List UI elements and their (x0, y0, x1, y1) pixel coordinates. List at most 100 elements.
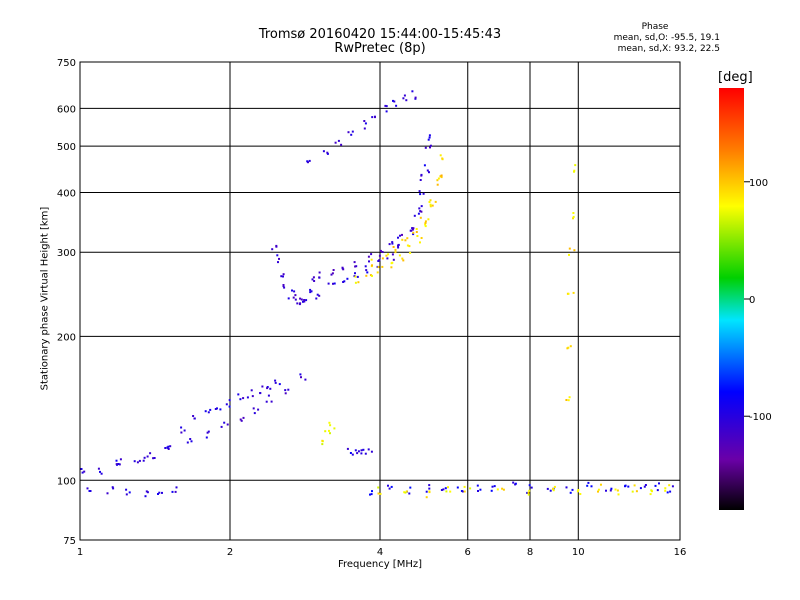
echo-point-o (403, 94, 406, 97)
echo-point-x (357, 281, 360, 284)
echo-point-o (367, 255, 370, 258)
echo-point-o (133, 460, 136, 463)
echo-point-x (424, 225, 427, 228)
echo-point-o (225, 403, 228, 406)
echo-point-o (89, 490, 92, 492)
echo-point-x (415, 228, 418, 230)
echo-point-o (414, 97, 417, 100)
echo-point-o (259, 392, 262, 394)
echo-point-o (355, 265, 358, 268)
echo-point-o (296, 302, 299, 305)
colorbar-ticks: 100 0 -100 (744, 178, 772, 423)
echo-point-x (635, 490, 638, 493)
echo-point-o (549, 489, 552, 492)
echo-point-o (413, 214, 416, 217)
echo-point-x (398, 254, 401, 257)
echo-point-o (118, 463, 121, 466)
echo-point-o (411, 90, 414, 93)
echo-point-o (303, 299, 306, 301)
echo-point-o (350, 133, 353, 136)
x-tick-label: 1 (77, 547, 83, 558)
echo-point-o (428, 136, 431, 139)
echo-point-o (312, 276, 315, 279)
echo-point-o (274, 379, 277, 382)
echo-point-o (419, 193, 422, 196)
echo-point-o (300, 376, 302, 379)
echo-point-o (366, 271, 369, 274)
echo-point-o (239, 398, 242, 401)
echo-point-o (412, 233, 415, 236)
echo-point-o (354, 265, 357, 268)
echo-point-x (440, 174, 443, 177)
echo-point-x (329, 432, 331, 435)
echo-point-o (644, 484, 647, 486)
echo-point-o (326, 151, 329, 154)
colorbar (719, 88, 744, 510)
echo-point-o (330, 273, 333, 276)
echo-point-x (371, 264, 373, 267)
echo-point-o (351, 130, 354, 133)
echo-point-x (577, 489, 580, 491)
echo-point-x (565, 399, 568, 401)
echo-point-o (142, 459, 145, 462)
echo-point-x (381, 257, 384, 260)
echo-point-o (333, 282, 336, 285)
echo-point-o (412, 227, 415, 230)
echo-point-o (666, 491, 669, 494)
echo-point-o (362, 448, 365, 451)
echo-point-x (404, 491, 407, 494)
echo-point-o (153, 457, 156, 459)
echo-point-o (300, 298, 303, 301)
echo-point-x (406, 244, 409, 247)
phase-x-stats: mean, sd,X: 93.2, 22.5 (617, 44, 720, 54)
echo-point-o (392, 258, 395, 261)
echo-point-o (111, 486, 114, 489)
echo-point-o (112, 487, 115, 490)
echo-point-o (318, 294, 321, 297)
echo-point-o (402, 97, 405, 100)
y-tick-label: 400 (57, 188, 76, 199)
echo-point-o (174, 490, 177, 493)
echo-point-o (418, 207, 421, 210)
echo-point-x (572, 291, 575, 294)
echo-point-x (650, 489, 653, 492)
echo-point-o (265, 400, 268, 403)
echo-point-x (496, 488, 499, 491)
echo-point-o (322, 150, 325, 153)
echo-point-o (252, 407, 255, 410)
echo-point-o (275, 245, 278, 248)
echo-point-x (463, 485, 466, 488)
echo-point-x (379, 492, 382, 495)
echo-point-x (572, 217, 574, 220)
echo-point-o (144, 495, 147, 498)
echo-point-x (569, 345, 572, 348)
echo-point-o (246, 396, 249, 399)
echo-point-o (360, 449, 363, 452)
echo-point-x (333, 427, 336, 430)
y-tick-label: 200 (57, 332, 76, 343)
echo-point-o (318, 271, 321, 274)
echo-point-x (434, 200, 437, 203)
echo-point-x (403, 491, 406, 494)
echo-point-o (349, 452, 352, 454)
echo-point-o (392, 99, 394, 102)
echo-point-o (514, 483, 517, 486)
echo-point-o (334, 141, 337, 144)
echo-point-o (100, 472, 103, 475)
echo-point-x (328, 429, 330, 432)
x-tick-label: 16 (674, 547, 687, 558)
echo-point-o (99, 470, 101, 473)
echo-point-o (327, 282, 330, 285)
echo-point-x (377, 492, 380, 495)
echo-point-o (387, 484, 389, 487)
echo-point-o (228, 399, 231, 402)
echo-point-o (138, 459, 141, 462)
x-tick-label: 4 (377, 547, 383, 558)
echo-point-x (614, 488, 617, 491)
echo-point-o (378, 254, 381, 257)
echo-point-o (186, 441, 189, 444)
echo-point-x (419, 216, 422, 219)
echo-point-o (266, 387, 269, 390)
chart-subtitle: RwPretec (8p) (334, 41, 426, 56)
echo-point-o (106, 492, 109, 495)
